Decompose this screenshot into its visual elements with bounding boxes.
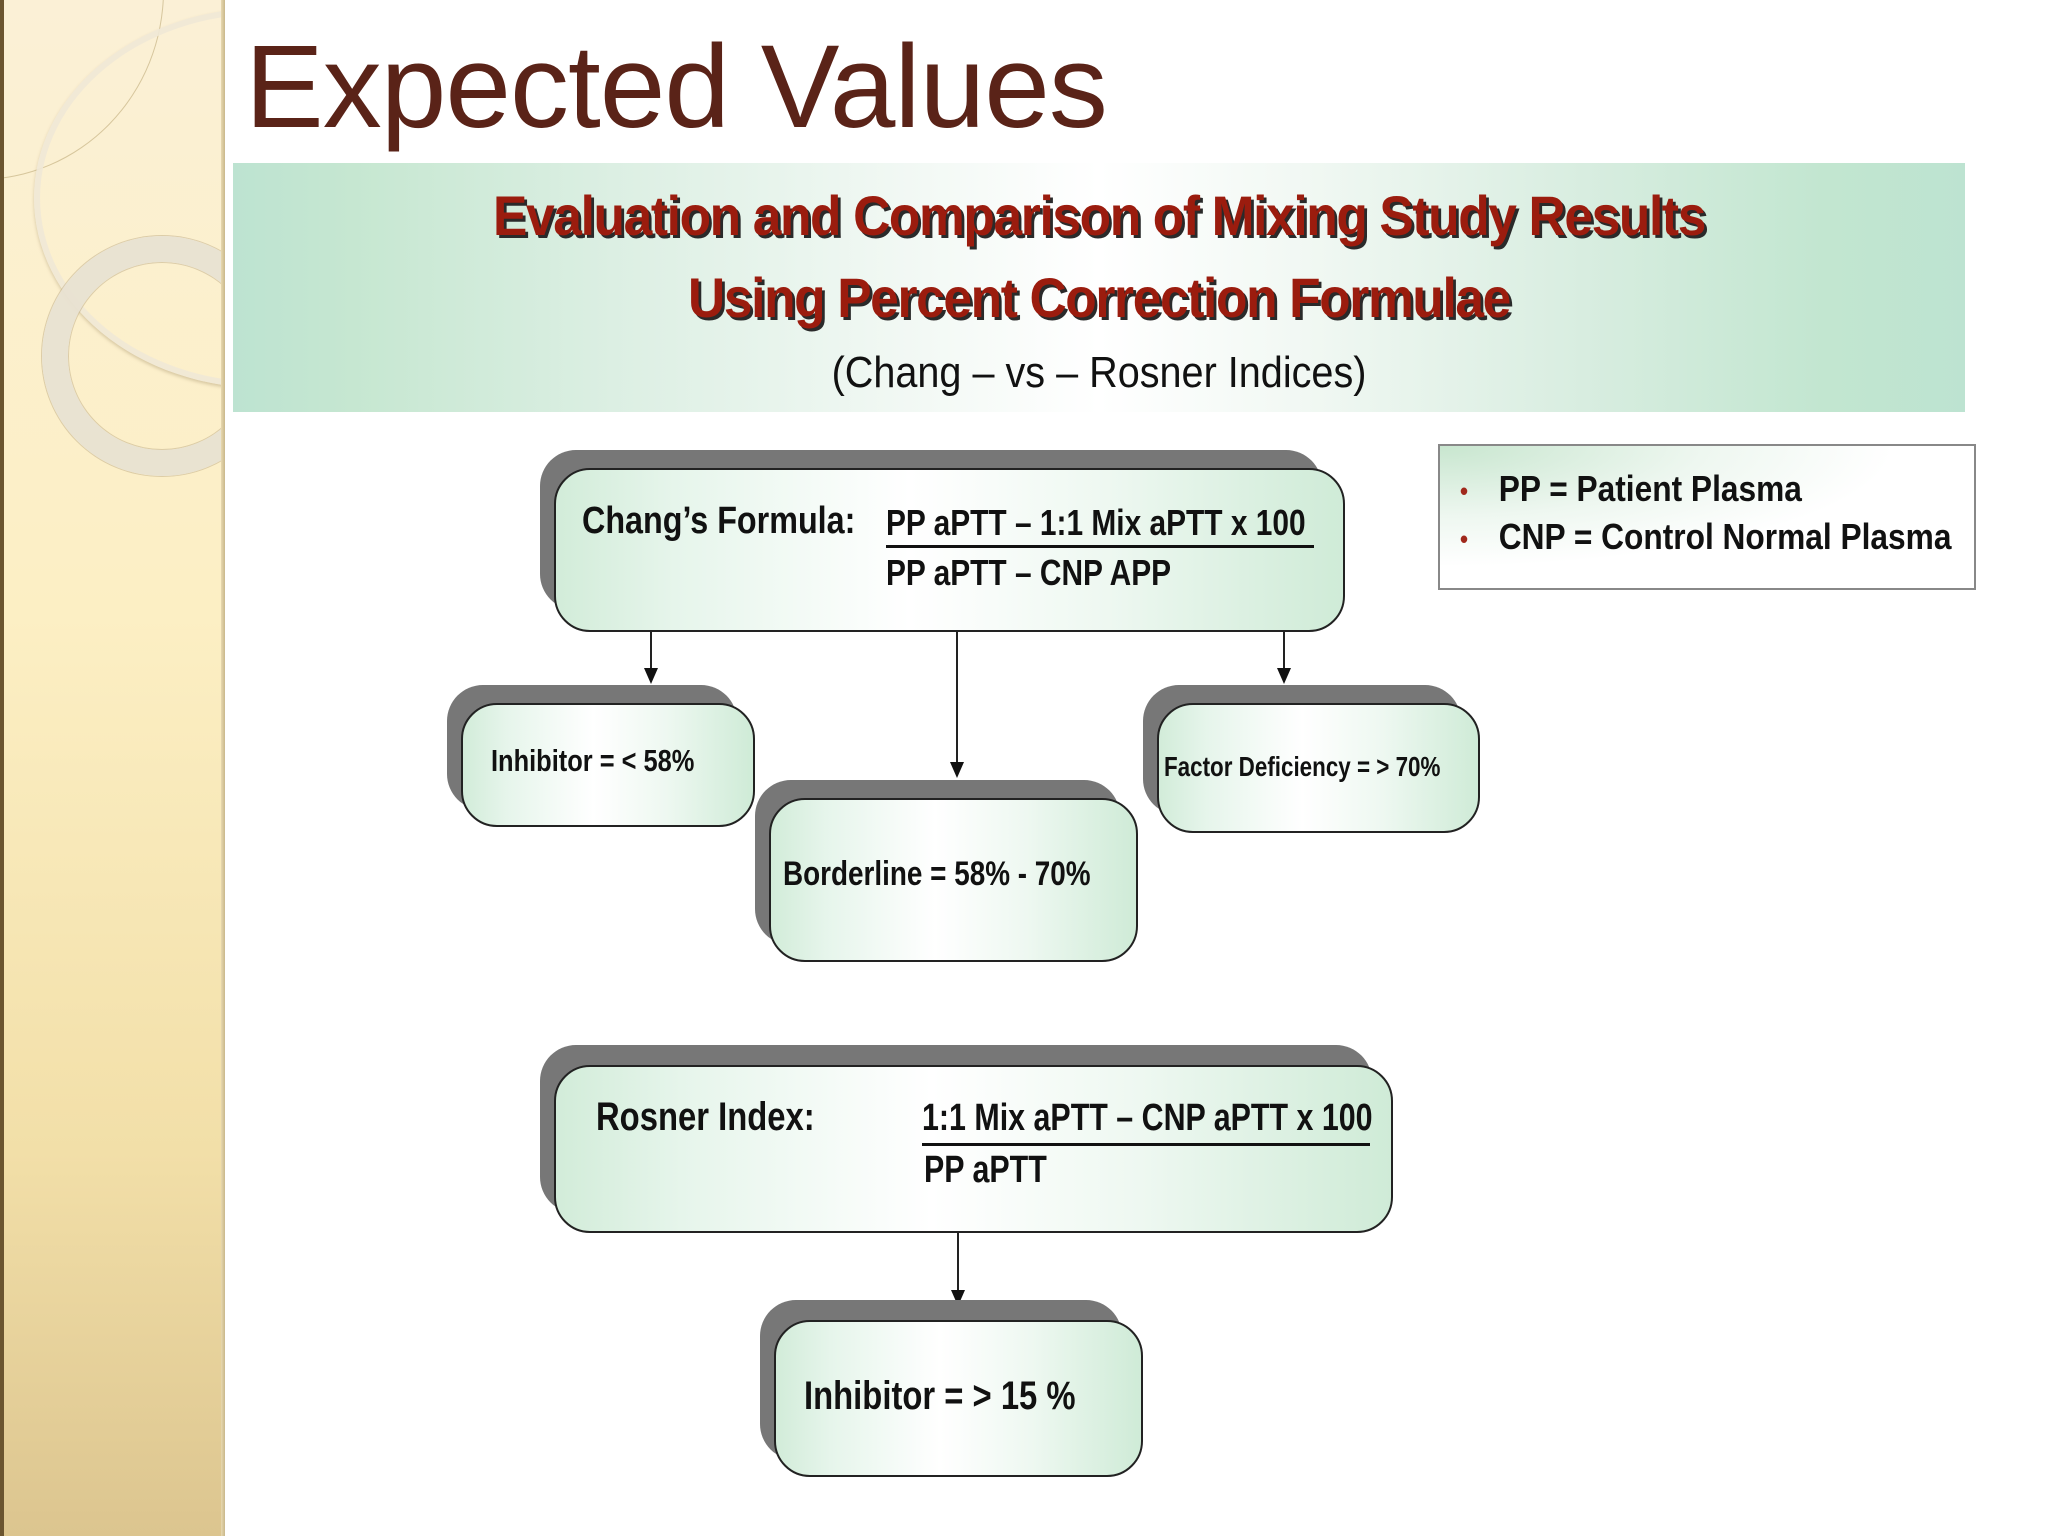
header-band: Evaluation and Comparison of Mixing Stud… [233,163,1965,412]
legend-text: PP = Patient Plasma [1498,468,1802,509]
legend-text: CNP = Control Normal Plasma [1498,516,1952,557]
connector-line [956,632,958,768]
chang-inhibitor-box: Inhibitor = < 58% [447,685,755,827]
legend-item-cnp: • CNP = Control Normal Plasma [1460,516,1951,558]
bullet-icon: • [1460,523,1469,554]
box-face [461,703,755,827]
chang-denominator: PP aPTT – CNP APP [886,552,1172,593]
box-face [774,1320,1143,1477]
arrow-down-icon [644,668,658,684]
sidebar-edge [221,0,225,1536]
box-face [554,468,1345,632]
rosner-inhibitor-text: Inhibitor = > 15 % [804,1374,1076,1418]
box-face [554,1065,1393,1233]
connector-line [1283,632,1285,674]
box-face [1157,703,1480,833]
arrow-down-icon [950,762,964,778]
fraction-bar [922,1143,1370,1146]
band-title-line1: Evaluation and Comparison of Mixing Stud… [493,184,1706,247]
rosner-label: Rosner Index: [596,1095,815,1139]
bullet-icon: • [1460,475,1469,506]
rosner-denominator: PP aPTT [924,1149,1047,1191]
band-title-line2: Using Percent Correction Formulae [688,266,1511,329]
chang-factor-deficiency-text: Factor Deficiency = > 70% [1164,751,1441,782]
chang-label: Chang’s Formula: [582,500,856,542]
chang-inhibitor-text: Inhibitor = < 58% [491,743,695,778]
box-face [769,798,1138,962]
abbreviation-legend: • PP = Patient Plasma • CNP = Control Norm… [1438,444,1976,590]
chang-borderline-box: Borderline = 58% - 70% [755,780,1138,962]
chang-formula-box: Chang’s Formula: PP aPTT – 1:1 Mix aPTT … [540,450,1345,632]
band-subtitle: (Chang – vs – Rosner Indices) [831,348,1367,397]
arrow-down-icon [1277,668,1291,684]
rosner-numerator: 1:1 Mix aPTT – CNP aPTT x 100 [922,1097,1373,1139]
rosner-index-box: Rosner Index: 1:1 Mix aPTT – CNP aPTT x … [540,1045,1393,1233]
fraction-bar [886,545,1314,548]
chang-borderline-text: Borderline = 58% - 70% [783,855,1091,893]
connector-line [957,1233,959,1297]
decorative-sidebar [0,0,225,1536]
rosner-inhibitor-box: Inhibitor = > 15 % [760,1300,1143,1477]
legend-item-pp: • PP = Patient Plasma [1460,468,1802,510]
slide-title: Expected Values [245,21,1108,153]
chang-factor-deficiency-box: Factor Deficiency = > 70% [1143,685,1480,833]
connector-line [650,632,652,674]
chang-numerator: PP aPTT – 1:1 Mix aPTT x 100 [886,502,1306,543]
